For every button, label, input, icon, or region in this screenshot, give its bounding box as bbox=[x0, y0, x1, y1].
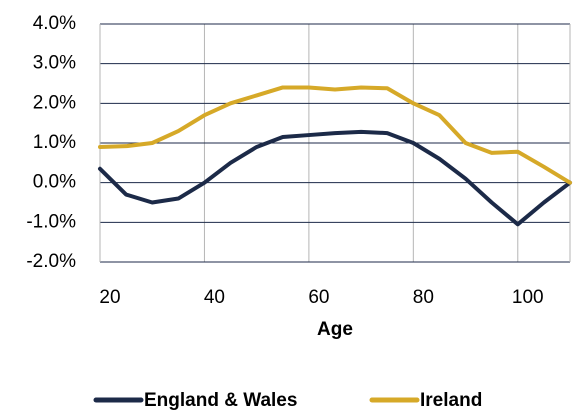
x-tick-label: 60 bbox=[308, 287, 329, 308]
y-tick-label: 3.0% bbox=[33, 53, 76, 74]
x-tick-label: 40 bbox=[204, 287, 225, 308]
x-tick-label: 100 bbox=[512, 287, 544, 308]
legend-label: England & Wales bbox=[144, 390, 297, 411]
y-tick-label: -1.0% bbox=[26, 211, 76, 232]
y-tick-label: 1.0% bbox=[33, 132, 76, 153]
x-tick-label: 20 bbox=[99, 287, 120, 308]
series-line bbox=[98, 85, 572, 185]
x-tick-label: 80 bbox=[413, 287, 434, 308]
legend-label: Ireland bbox=[420, 390, 482, 411]
series-line bbox=[98, 129, 572, 227]
y-tick-label: 4.0% bbox=[33, 13, 76, 34]
y-tick-label: 0.0% bbox=[33, 172, 76, 193]
x-axis-label: Age bbox=[317, 319, 353, 340]
y-tick-label: -2.0% bbox=[26, 251, 76, 272]
y-tick-label: 2.0% bbox=[33, 92, 76, 113]
